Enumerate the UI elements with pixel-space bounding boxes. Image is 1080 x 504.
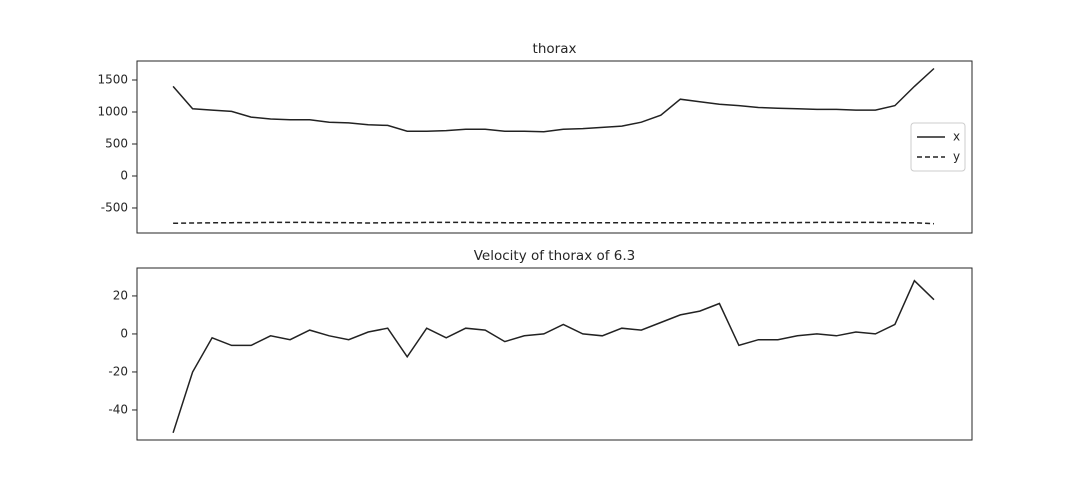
data-line	[172, 279, 935, 434]
axes-frame	[136, 60, 973, 234]
y-tick-label: 20	[113, 288, 128, 302]
legend-label: y	[953, 150, 960, 164]
y-tick-label: 500	[105, 136, 128, 150]
y-tick-label: 1500	[97, 73, 128, 87]
y-tick-label: -40	[108, 402, 128, 416]
chart-title: Velocity of thorax of 6.3	[474, 248, 636, 264]
legend-box	[910, 122, 966, 172]
y-tick-label: 0	[120, 326, 128, 340]
chart-title: thorax	[533, 41, 577, 57]
y-tick-label: 0	[120, 168, 128, 182]
y-tick-label: -500	[101, 200, 128, 214]
y-tick-label: 1000	[97, 104, 128, 118]
y-tick-label: -20	[108, 364, 128, 378]
data-line	[172, 67, 935, 133]
data-line	[173, 221, 935, 225]
axes-frame	[136, 267, 973, 441]
legend-label: x	[953, 130, 960, 144]
